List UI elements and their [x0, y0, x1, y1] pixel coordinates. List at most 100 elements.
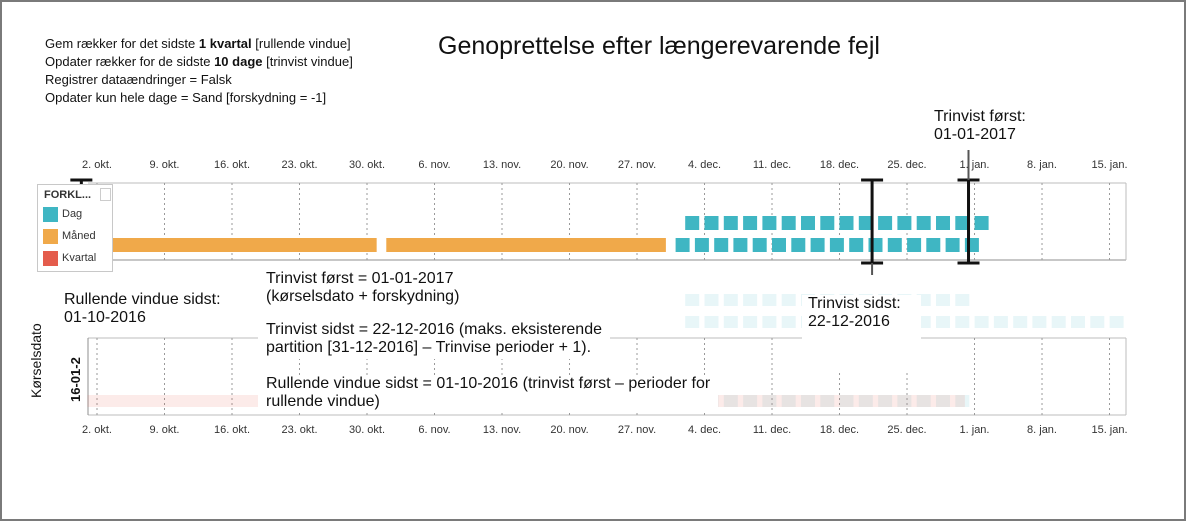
day-partition-square — [936, 216, 950, 230]
x-tick-label-bottom: 15. jan. — [1091, 424, 1128, 436]
x-tick-label-bottom: 23. okt. — [281, 424, 318, 436]
day-partition-square — [810, 238, 825, 252]
x-tick-label-top: 30. okt. — [348, 159, 386, 171]
day-partition-square-faded — [1032, 316, 1047, 328]
x-axis-top: 2. okt. 9. okt. 16. okt. 23. okt. 30. okt. 6.… — [0, 159, 1186, 175]
day-partition-square-faded — [1109, 316, 1124, 328]
day-partition-square-faded — [723, 294, 738, 306]
day-partition-square-faded — [1051, 316, 1066, 328]
y-axis-value: 16-01-2 — [68, 357, 83, 402]
day-partition-square-faded — [858, 395, 873, 407]
legend-swatch-dag — [43, 207, 58, 222]
x-tick-label-top: 9. okt. — [149, 159, 180, 171]
x-tick-label-top: 2. okt. — [82, 159, 112, 171]
x-tick-label-top: 18. dec. — [819, 159, 860, 171]
day-partition-square-faded — [723, 395, 738, 407]
day-partition-square-faded — [820, 395, 835, 407]
day-partition-square-faded — [743, 395, 758, 407]
day-partition-square-faded — [801, 395, 815, 407]
x-tick-label-bottom: 4. dec. — [687, 424, 722, 436]
day-partition-square — [743, 216, 758, 230]
day-partition-square — [694, 238, 709, 252]
day-partition-square — [907, 238, 922, 252]
day-partition-square-faded — [916, 395, 931, 407]
day-partition-square-faded — [839, 395, 854, 407]
day-partition-square — [897, 216, 912, 230]
day-partition-square-faded — [762, 294, 777, 306]
x-tick-label-bottom: 9. okt. — [149, 424, 180, 436]
day-partition-square-faded — [974, 316, 989, 328]
x-axis-bottom: 2. okt. 9. okt. 16. okt. 23. okt. 30. okt. 6.… — [0, 424, 1186, 440]
day-partition-square-faded — [685, 294, 700, 306]
settings-line-1: Gem rækker for det sidste 1 kvartal [rul… — [45, 36, 351, 51]
legend-item-maaned: Måned — [43, 229, 96, 244]
day-partition-square — [791, 238, 806, 252]
x-tick-label-top: 1. jan. — [959, 159, 990, 171]
legend-item-dag: Dag — [43, 207, 82, 222]
x-tick-label-top: 20. nov. — [550, 159, 589, 171]
day-partition-square — [801, 216, 815, 230]
day-partition-square — [704, 216, 719, 230]
day-partition-square — [675, 238, 690, 252]
day-partition-square-faded — [936, 294, 950, 306]
x-tick-label-top: 27. nov. — [617, 159, 657, 171]
month-partition-bar — [386, 238, 666, 252]
day-partition-square-faded — [704, 316, 719, 328]
month-partition-bar — [87, 238, 377, 252]
x-tick-label-bottom: 11. dec. — [752, 424, 792, 436]
day-partition-square — [762, 216, 777, 230]
day-partition-square — [887, 238, 902, 252]
day-partition-square-faded — [897, 395, 912, 407]
day-partition-square — [772, 238, 786, 252]
settings-line-3: Registrer dataændringer = Falsk — [45, 72, 232, 87]
day-partition-square-faded — [993, 316, 1008, 328]
day-partition-square-faded — [878, 395, 893, 407]
day-partition-square-faded — [743, 316, 758, 328]
day-partition-square-faded — [936, 316, 950, 328]
day-partition-square — [926, 238, 941, 252]
x-tick-label-bottom: 8. jan. — [1027, 424, 1057, 436]
day-partition-square-faded — [955, 316, 970, 328]
day-partition-square-faded — [723, 316, 738, 328]
day-partition-square — [916, 216, 931, 230]
day-partition-square — [781, 216, 796, 230]
day-partition-square — [685, 216, 700, 230]
settings-block: Gem rækker for det sidste 1 kvartal [rul… — [45, 35, 353, 107]
legend-item-kvartal: Kvartal — [43, 251, 96, 266]
annotation-trinvist-forst-top: Trinvist først: 01-01-2017 — [934, 108, 1026, 144]
day-partition-square — [714, 238, 729, 252]
legend-swatch-maaned — [43, 229, 58, 244]
x-tick-label-top: 15. jan. — [1091, 159, 1128, 171]
legend: FORKL... Dag Måned Kvartal — [37, 184, 113, 272]
settings-line-4: Opdater kun hele dage = Sand [forskydnin… — [45, 90, 327, 105]
x-tick-label-top: 8. jan. — [1027, 159, 1057, 171]
x-tick-label-bottom: 25. dec. — [887, 424, 927, 436]
day-partition-square — [849, 238, 864, 252]
day-partition-square-faded — [781, 294, 796, 306]
x-tick-label-top: 6. nov. — [418, 159, 451, 171]
x-tick-label-top: 16. okt. — [213, 159, 251, 171]
day-partition-square — [945, 238, 960, 252]
x-tick-label-top: 11. dec. — [752, 159, 792, 171]
day-partition-square-faded — [1071, 316, 1085, 328]
legend-expand-button[interactable] — [100, 188, 111, 201]
legend-title: FORKL... — [44, 189, 92, 201]
day-partition-square — [829, 238, 844, 252]
day-partition-square-faded — [781, 316, 796, 328]
day-partition-square — [820, 216, 835, 230]
annotation-rullende-vindue: Rullende vindue sidst: 01-10-2016 — [64, 291, 221, 326]
x-tick-label-top: 13. nov. — [482, 159, 522, 171]
day-partition-square — [752, 238, 767, 252]
x-tick-label-top: 4. dec. — [687, 159, 722, 171]
day-partition-square-faded — [936, 395, 950, 407]
day-partition-square — [974, 216, 989, 230]
x-tick-label-bottom: 1. jan. — [959, 424, 990, 436]
day-partition-square-faded — [955, 294, 970, 306]
page-title: Genoprettelse efter længerevarende fejl — [438, 32, 880, 60]
day-partition-square — [723, 216, 738, 230]
legend-swatch-kvartal — [43, 251, 58, 266]
day-partition-square-faded — [1013, 316, 1028, 328]
day-partition-square — [858, 216, 873, 230]
day-partition-square-faded — [781, 395, 796, 407]
